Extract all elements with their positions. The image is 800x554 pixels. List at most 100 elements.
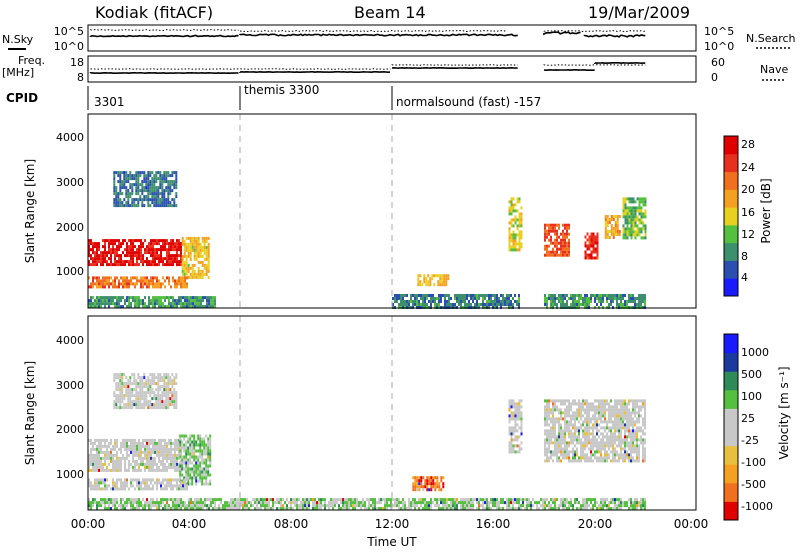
power-cell bbox=[143, 180, 146, 184]
velocity-cell bbox=[209, 434, 212, 438]
power-cell bbox=[440, 297, 442, 300]
velocity-cell bbox=[199, 449, 202, 453]
power-cell bbox=[628, 233, 631, 237]
velocity-cell bbox=[169, 388, 172, 392]
velocity-cell bbox=[151, 391, 154, 395]
power-cell bbox=[104, 239, 106, 243]
power-cell bbox=[556, 244, 558, 248]
velocity-cell bbox=[512, 507, 514, 511]
power-cell bbox=[176, 242, 178, 246]
velocity-cell bbox=[149, 379, 152, 383]
velocity-cell bbox=[616, 450, 618, 454]
velocity-cell bbox=[214, 504, 216, 508]
power-cell bbox=[143, 195, 146, 199]
velocity-cell bbox=[206, 507, 208, 511]
power-cell bbox=[137, 186, 140, 190]
power-cell bbox=[456, 294, 458, 297]
velocity-cell bbox=[552, 429, 554, 433]
velocity-cell bbox=[147, 388, 150, 392]
velocity-cell bbox=[169, 379, 172, 383]
velocity-cell bbox=[193, 443, 196, 447]
velocity-cell bbox=[520, 504, 522, 508]
power-cell bbox=[104, 245, 106, 249]
velocity-cell bbox=[282, 504, 284, 508]
velocity-cell bbox=[205, 467, 208, 471]
power-cell bbox=[155, 186, 158, 190]
velocity-cell bbox=[416, 504, 418, 508]
velocity-cell bbox=[414, 488, 417, 492]
velocity-cell bbox=[560, 411, 562, 415]
velocity-cell bbox=[556, 405, 558, 409]
power-cell bbox=[148, 248, 150, 252]
velocity-cell bbox=[642, 417, 644, 421]
velocity-cell bbox=[312, 504, 314, 508]
velocity-cell bbox=[189, 455, 192, 459]
power-cell bbox=[108, 263, 110, 267]
velocity-cell bbox=[167, 373, 170, 377]
power-cell bbox=[642, 221, 645, 225]
velocity-cell bbox=[594, 414, 596, 418]
power-cbar-tick-4: 4 bbox=[741, 271, 748, 284]
power-cell bbox=[164, 242, 166, 246]
velocity-cell bbox=[150, 456, 152, 460]
power-cell bbox=[624, 294, 626, 297]
velocity-cell bbox=[276, 501, 278, 505]
velocity-cell bbox=[384, 504, 386, 508]
power-cell bbox=[182, 279, 184, 283]
power-cell bbox=[162, 242, 164, 246]
power-cell bbox=[130, 260, 132, 264]
velocity-cell bbox=[510, 447, 513, 451]
velocity-cell bbox=[602, 408, 604, 412]
power-cell bbox=[145, 198, 148, 202]
power-cell bbox=[181, 263, 184, 267]
velocity-cell bbox=[209, 479, 212, 483]
velocity-cell bbox=[322, 504, 324, 508]
velocity-cell bbox=[154, 468, 156, 472]
velocity-cell bbox=[604, 414, 606, 418]
velocity-cell bbox=[203, 440, 206, 444]
velocity-cell bbox=[141, 385, 144, 389]
power-cell bbox=[644, 197, 647, 201]
velocity-cell bbox=[636, 459, 638, 463]
power-cell bbox=[158, 242, 160, 246]
velocity-cell bbox=[582, 435, 584, 439]
velocity-cell bbox=[98, 501, 100, 505]
power-colorbar-label: Power [dB] bbox=[759, 178, 773, 243]
velocity-cell bbox=[183, 443, 186, 447]
velocity-cell bbox=[104, 468, 106, 472]
power-cell bbox=[124, 276, 126, 280]
velocity-cell bbox=[594, 438, 596, 442]
power-cell bbox=[394, 294, 396, 297]
power-cell bbox=[566, 250, 568, 254]
power-cell bbox=[119, 204, 122, 208]
velocity-cell bbox=[159, 400, 162, 404]
power-cell bbox=[512, 239, 515, 243]
velocity-cell bbox=[184, 478, 186, 482]
velocity-cell bbox=[586, 399, 588, 403]
power-cell bbox=[167, 201, 170, 205]
power-cell bbox=[628, 297, 630, 300]
power-cell bbox=[514, 236, 517, 240]
power-cell bbox=[207, 254, 210, 258]
velocity-cell bbox=[578, 426, 580, 430]
velocity-cell bbox=[586, 405, 588, 409]
power-cell bbox=[460, 297, 462, 300]
velocity-cell bbox=[118, 456, 120, 460]
velocity-cell bbox=[156, 507, 158, 511]
velocity-cell bbox=[582, 408, 584, 412]
power-cell bbox=[130, 257, 132, 261]
velocity-cell bbox=[207, 443, 210, 447]
power-cell bbox=[157, 189, 160, 193]
velocity-cell bbox=[120, 504, 122, 508]
velocity-cell bbox=[143, 403, 146, 407]
velocity-cell bbox=[590, 408, 592, 412]
power-cell bbox=[427, 283, 430, 287]
velocity-cell bbox=[574, 423, 576, 427]
velocity-cell bbox=[600, 450, 602, 454]
power-cell bbox=[443, 280, 446, 284]
power-cell bbox=[143, 174, 146, 178]
velocity-cell bbox=[159, 373, 162, 377]
velocity-cell bbox=[136, 459, 138, 463]
velocity-cell bbox=[446, 507, 448, 511]
velocity-cell bbox=[141, 391, 144, 395]
